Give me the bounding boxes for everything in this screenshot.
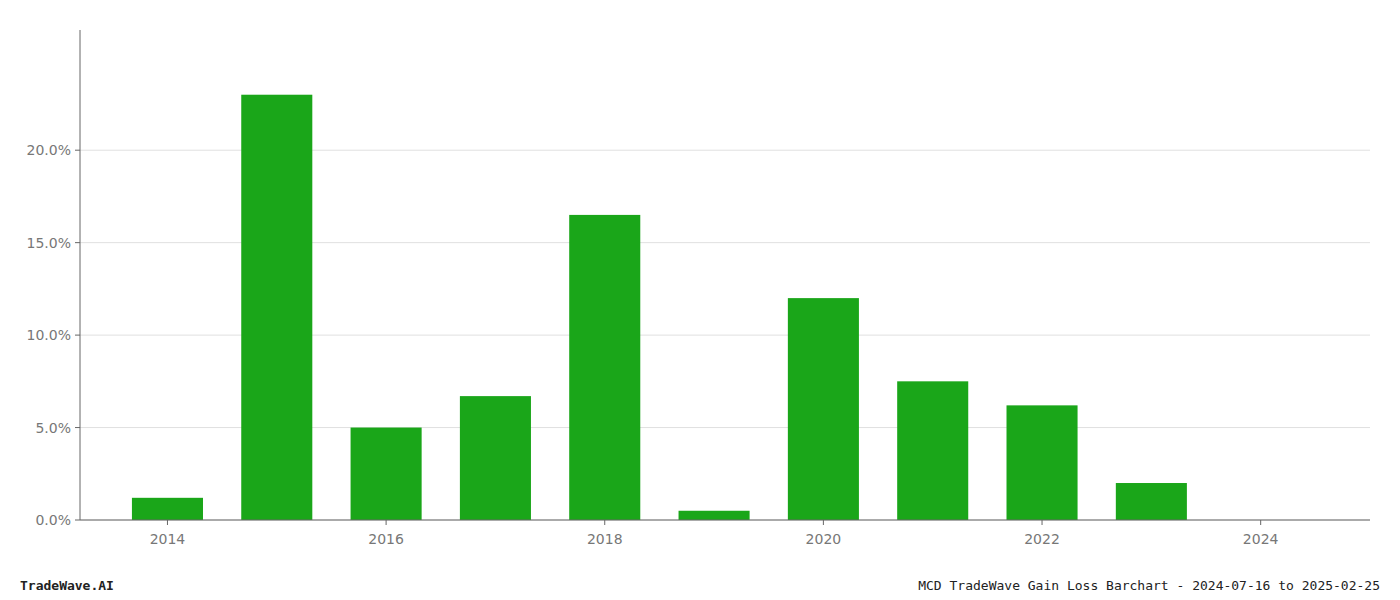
chart-container: 2014 2016 2018 2020 2022 2024 0.0% 5.0% 10.0% 15.…: [0, 0, 1400, 600]
y-tick-label: 10.0%: [27, 327, 71, 343]
bar: [569, 215, 640, 520]
x-tick: [823, 520, 824, 525]
x-tick-label: 2020: [806, 531, 842, 547]
y-tick: [75, 520, 80, 521]
y-tick-label: 20.0%: [27, 142, 71, 158]
y-tick: [75, 335, 80, 336]
y-tick: [75, 427, 80, 428]
x-tick-label: 2014: [150, 531, 186, 547]
y-tick: [75, 242, 80, 243]
bar: [679, 511, 750, 520]
bar: [788, 298, 859, 520]
x-tick-label: 2022: [1024, 531, 1060, 547]
x-tick: [604, 520, 605, 525]
x-tick-label: 2018: [587, 531, 623, 547]
x-tick: [1260, 520, 1261, 525]
bar: [132, 498, 203, 520]
bar: [1116, 483, 1187, 520]
footer-right: MCD TradeWave Gain Loss Barchart - 2024-…: [918, 578, 1380, 593]
grid-line: [80, 520, 1370, 521]
x-tick: [1042, 520, 1043, 525]
y-tick-label: 0.0%: [35, 512, 71, 528]
bar: [241, 95, 312, 520]
y-tick: [75, 150, 80, 151]
x-axis-line: [80, 520, 1370, 521]
x-tick-label: 2016: [368, 531, 404, 547]
x-tick-label: 2024: [1243, 531, 1279, 547]
y-tick-label: 15.0%: [27, 235, 71, 251]
bar: [351, 428, 422, 520]
bar: [460, 396, 531, 520]
bar: [1007, 405, 1078, 520]
bars: [132, 95, 1187, 520]
bar: [897, 381, 968, 520]
x-tick: [167, 520, 168, 525]
y-tick-label: 5.0%: [35, 420, 71, 436]
x-tick: [386, 520, 387, 525]
axes: 2014 2016 2018 2020 2022 2024 0.0% 5.0% 10.0% 15.…: [27, 30, 1370, 547]
footer-left: TradeWave.AI: [20, 578, 114, 593]
y-axis-line: [80, 30, 81, 520]
chart-svg: 2014 2016 2018 2020 2022 2024 0.0% 5.0% 10.0% 15.…: [0, 0, 1400, 600]
